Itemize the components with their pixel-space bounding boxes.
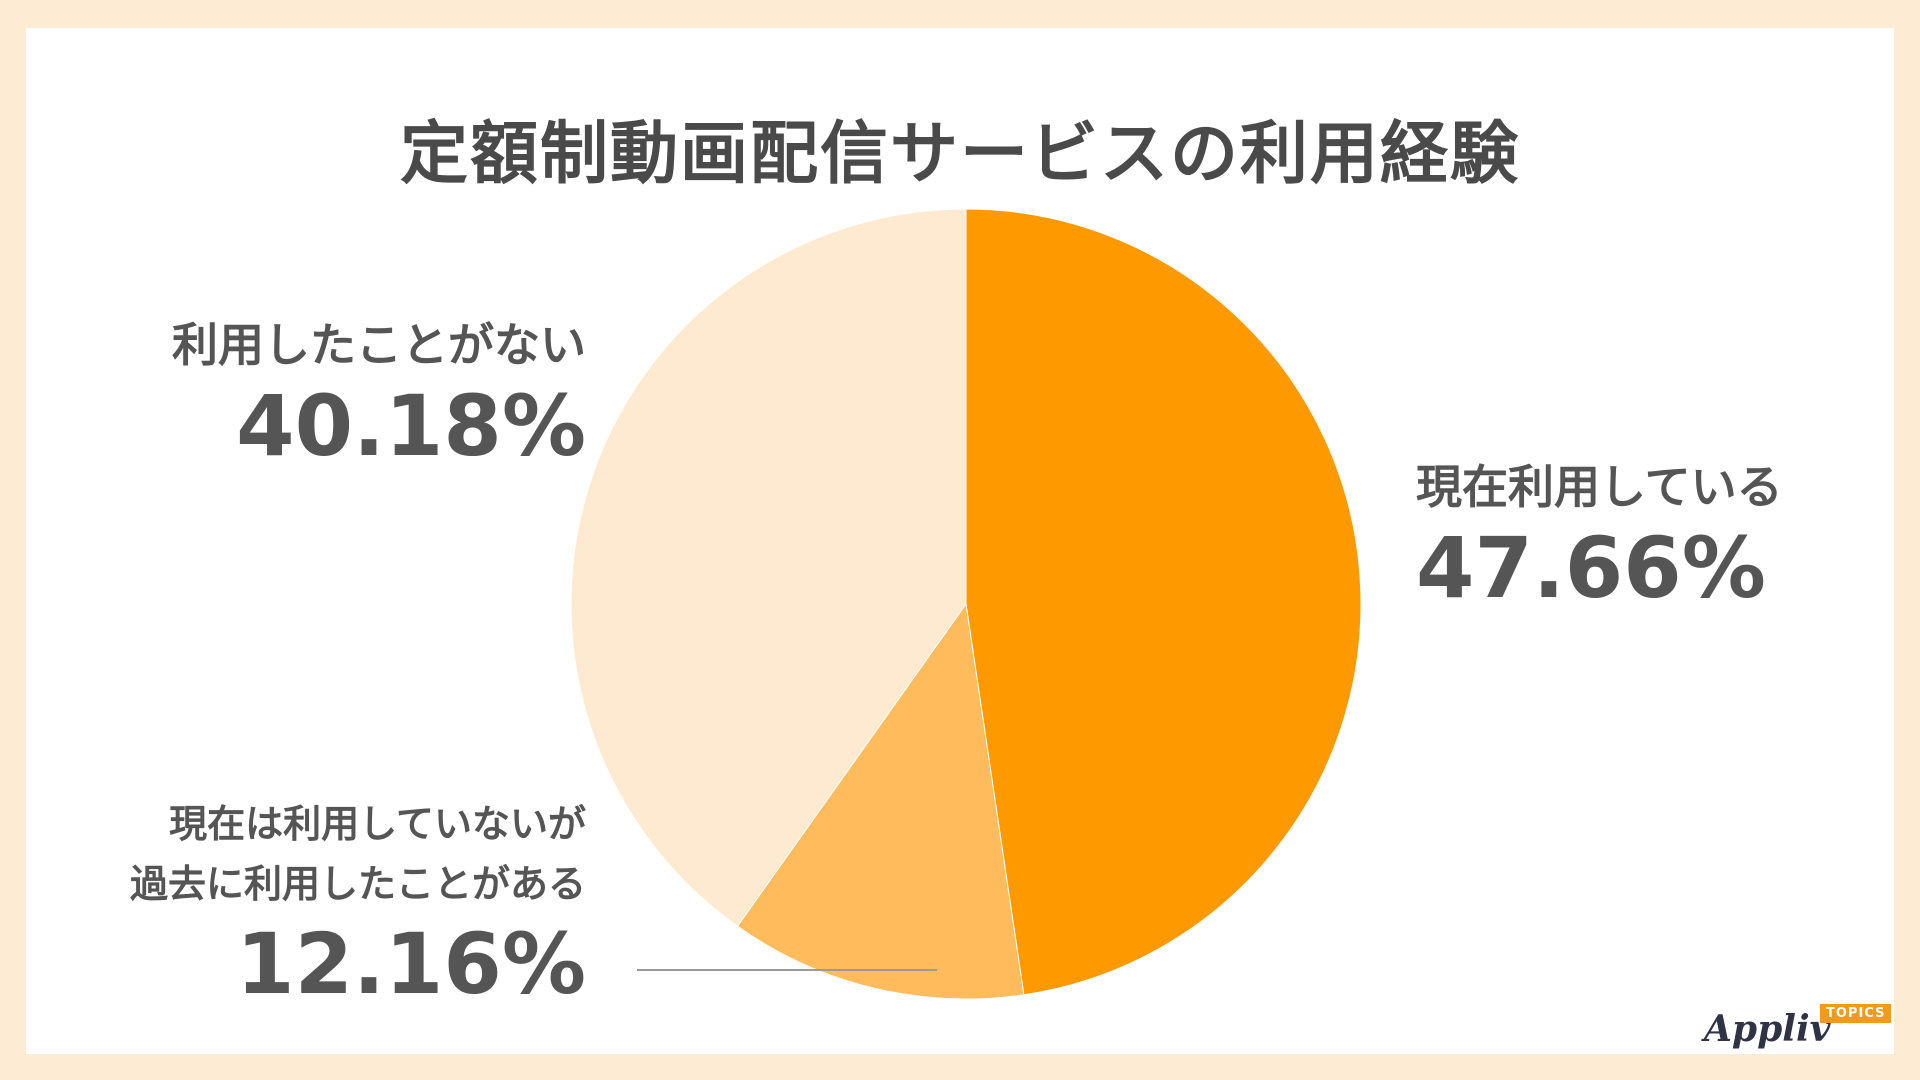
chart-title: 定額制動画配信サービスの利用経験 [399, 115, 1520, 194]
pie-chart [570, 208, 1362, 1000]
slice-name-past-line2: 過去に利用したことがある [129, 862, 586, 906]
slice-value-current: 47.66% [1416, 519, 1766, 617]
logo-wordmark: Appliv [1704, 1008, 1831, 1050]
slice-name-current: 現在利用している [1416, 460, 1783, 514]
leader-line [637, 969, 937, 971]
slice-value-never: 40.18% [236, 377, 586, 475]
slice-value-past: 12.16% [236, 915, 586, 1013]
slice-label-never: 利用したことがない 40.18% [66, 314, 586, 476]
logo-badge: TOPICS [1820, 1004, 1892, 1023]
slice-name-never: 利用したことがない [172, 318, 586, 372]
pie-slice-never [570, 208, 967, 927]
slice-label-past: 現在は利用していないが 過去に利用したことがある 12.16% [46, 794, 586, 1014]
pie-slice-past [736, 602, 1025, 1000]
chart-card: 定額制動画配信サービスの利用経験 現在利用している 47.66% 利用したことが… [26, 28, 1894, 1054]
appliv-logo: Appliv TOPICS [1704, 1000, 1894, 1060]
slice-label-current: 現在利用している 47.66% [1416, 456, 1783, 618]
pie-slice-current [965, 208, 1362, 996]
slice-name-past-line1: 現在は利用していないが [169, 802, 586, 846]
